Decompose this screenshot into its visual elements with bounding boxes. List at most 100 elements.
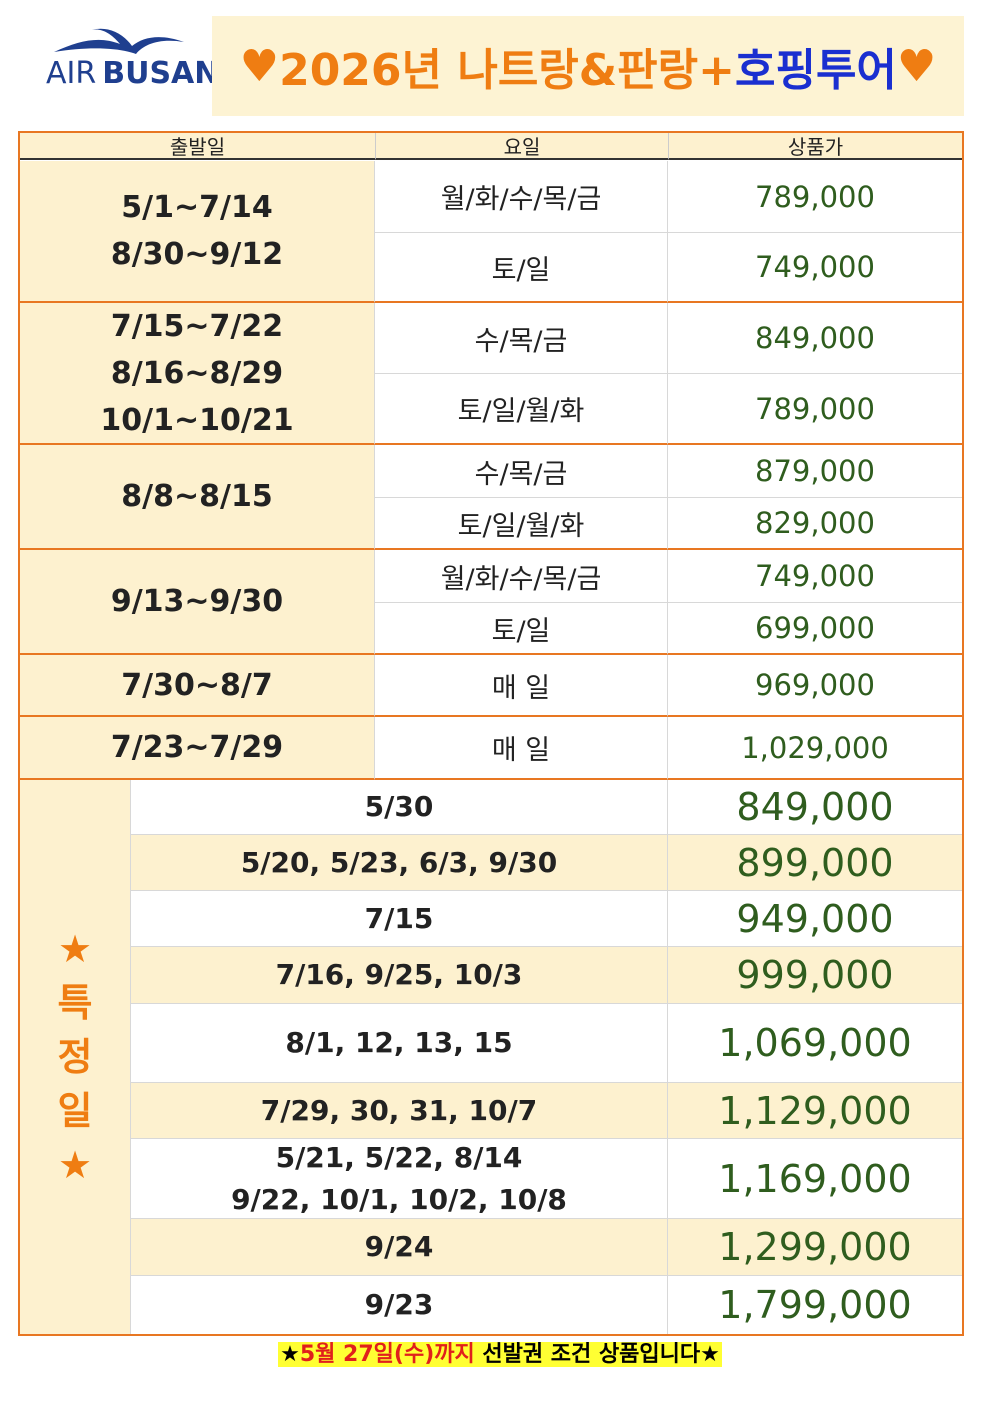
special-label-char: ★ xyxy=(57,1143,93,1187)
date-range: 8/8~8/15 xyxy=(121,479,273,514)
special-date: 7/16, 9/25, 10/3 xyxy=(275,958,523,991)
footer-star: ★ xyxy=(280,1342,300,1367)
date-range: 5/1~7/14 xyxy=(121,190,273,225)
date-range: 7/15~7/22 xyxy=(110,308,284,344)
special-date: 7/15 xyxy=(364,901,434,935)
header-cell: 출발일 xyxy=(20,133,375,160)
days-cell: 월/화/수/목/금 xyxy=(375,550,668,603)
special-dates-cell: 7/29, 30, 31, 10/7 xyxy=(131,1083,668,1139)
date-range: 9/13~9/30 xyxy=(110,584,284,619)
price-table: 출발일 요일 상품가 5/1~7/14 8/30~9/12 월/화/수/목/금 789,00… xyxy=(18,131,964,1336)
special-price-cell: 899,000 xyxy=(668,835,962,891)
special-date: 7/29, 30, 31, 10/7 xyxy=(260,1093,538,1127)
special-date: 8/1, 12, 13, 15 xyxy=(285,1026,513,1059)
footer: ★5월 27일(수)까지 선발권 조건 상품입니다★ xyxy=(0,1336,1000,1368)
date-range: 8/16~8/29 xyxy=(110,355,284,391)
date-cell: 8/8~8/15 xyxy=(20,445,375,550)
date-cell: 9/13~9/30 xyxy=(20,550,375,655)
price-cell: 699,000 xyxy=(668,603,962,655)
logo-air: AIR xyxy=(46,56,97,91)
special-price-cell: 849,000 xyxy=(668,780,962,835)
days-text: 토/일 xyxy=(491,254,551,286)
date-range: 8/30~9/12 xyxy=(110,237,284,272)
special-date: 9/24 xyxy=(364,1230,434,1263)
price-cell: 789,000 xyxy=(668,374,962,445)
logo-bird xyxy=(54,28,184,54)
days-cell: 매 일 xyxy=(375,717,668,780)
header-cell: 요일 xyxy=(375,133,668,160)
price-cell: 749,000 xyxy=(668,233,962,303)
days-cell: 토/일 xyxy=(375,233,668,303)
days-text: 수/목/금 xyxy=(474,325,568,357)
special-price: 1,069,000 xyxy=(718,1021,912,1065)
days-cell: 매 일 xyxy=(375,655,668,717)
days-text: 토/일/월/화 xyxy=(457,396,585,427)
days-cell: 수/목/금 xyxy=(375,303,668,374)
header-text: 출발일 xyxy=(169,135,226,159)
price-cell: 969,000 xyxy=(668,655,962,717)
date-cell: 7/15~7/22 8/16~8/29 10/1~10/21 xyxy=(20,303,375,445)
date-range: 7/23~7/29 xyxy=(110,730,284,765)
special-price: 1,299,000 xyxy=(718,1225,912,1269)
title-box: ♥ 2026년 나트랑&판랑+ 호핑투어 ♥ xyxy=(212,16,964,116)
title-highlight: 호핑투어 xyxy=(734,45,897,96)
days-text: 토/일 xyxy=(491,615,551,647)
date-cell: 5/1~7/14 8/30~9/12 xyxy=(20,161,375,303)
days-text: 토/일/월/화 xyxy=(457,510,585,542)
logo: AIR BUSAN xyxy=(40,22,219,102)
header-text: 요일 xyxy=(503,135,541,159)
special-date: 5/30 xyxy=(364,790,434,823)
special-dates-cell: 5/20, 5/23, 6/3, 9/30 xyxy=(131,835,668,891)
special-price: 1,169,000 xyxy=(718,1156,912,1201)
price-cell: 749,000 xyxy=(668,550,962,603)
special-price-cell: 949,000 xyxy=(668,891,962,947)
footer-text: 선발권 조건 상품입니다★ xyxy=(482,1342,720,1367)
title-heart: ♥ xyxy=(896,40,937,92)
title-heart: ♥ xyxy=(239,40,280,92)
special-price: 999,000 xyxy=(736,953,894,997)
special-price: 949,000 xyxy=(736,896,894,941)
special-price-cell: 1,799,000 xyxy=(668,1276,962,1334)
days-cell: 토/일/월/화 xyxy=(375,498,668,550)
header-cell: 상품가 xyxy=(668,133,962,160)
special-price-cell: 1,299,000 xyxy=(668,1219,962,1276)
price-text: 789,000 xyxy=(755,391,875,426)
price-text: 829,000 xyxy=(755,506,875,540)
special-price-cell: 999,000 xyxy=(668,947,962,1004)
special-date: 5/21, 5/22, 8/14 xyxy=(275,1140,523,1174)
special-label: ★ 특 정 일 ★ xyxy=(20,780,131,1334)
days-text: 매 일 xyxy=(491,672,551,704)
special-price-cell: 1,129,000 xyxy=(668,1083,962,1139)
price-text: 789,000 xyxy=(755,179,875,214)
special-dates-cell: 5/30 xyxy=(131,780,668,835)
header-text: 상품가 xyxy=(787,135,844,159)
special-price: 849,000 xyxy=(736,785,894,829)
price-text: 969,000 xyxy=(755,668,875,702)
price-text: 699,000 xyxy=(755,611,875,645)
special-date: 9/22, 10/1, 10/2, 10/8 xyxy=(231,1182,567,1216)
days-cell: 토/일/월/화 xyxy=(375,374,668,445)
logo-busan: BUSAN xyxy=(102,56,220,91)
special-date: 9/23 xyxy=(364,1288,434,1321)
footer-date: 5월 27일(수)까지 xyxy=(299,1342,475,1367)
special-price: 1,799,000 xyxy=(718,1283,912,1327)
price-cell: 879,000 xyxy=(668,445,962,498)
title-text: 2026년 나트랑&판랑+ xyxy=(279,45,735,96)
days-text: 매 일 xyxy=(491,735,551,766)
price-cell: 789,000 xyxy=(668,161,962,233)
special-dates-cell: 7/15 xyxy=(131,891,668,947)
special-dates-cell: 7/16, 9/25, 10/3 xyxy=(131,947,668,1004)
special-date: 5/20, 5/23, 6/3, 9/30 xyxy=(240,845,558,879)
date-range: 7/30~8/7 xyxy=(121,667,273,703)
days-cell: 토/일 xyxy=(375,603,668,655)
special-dates-cell: 9/24 xyxy=(131,1219,668,1276)
days-cell: 월/화/수/목/금 xyxy=(375,161,668,233)
special-price: 1,129,000 xyxy=(718,1088,912,1133)
price-cell: 829,000 xyxy=(668,498,962,550)
price-text: 749,000 xyxy=(755,250,875,284)
days-text: 수/목/금 xyxy=(474,458,568,490)
special-label-char: ★ xyxy=(57,927,93,971)
price-text: 1,029,000 xyxy=(741,730,889,765)
date-cell: 7/23~7/29 xyxy=(20,717,375,780)
